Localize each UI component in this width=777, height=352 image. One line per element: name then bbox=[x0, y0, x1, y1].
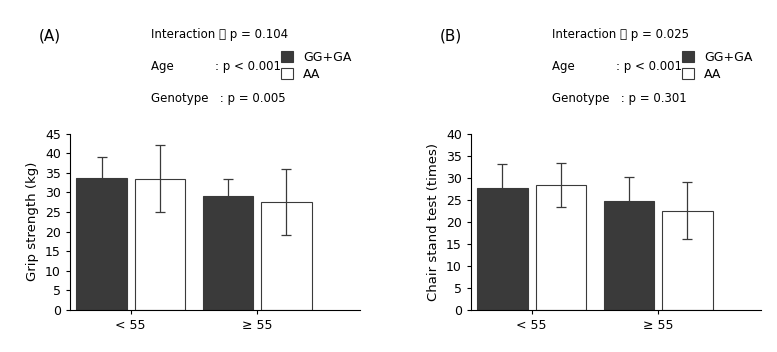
Bar bbox=[535, 185, 586, 310]
Bar bbox=[203, 196, 253, 310]
Bar bbox=[134, 179, 185, 310]
Text: Genotype   : p = 0.301: Genotype : p = 0.301 bbox=[552, 92, 687, 105]
Text: (A): (A) bbox=[39, 28, 61, 43]
Text: (B): (B) bbox=[440, 28, 462, 43]
Text: Age           : p < 0.001: Age : p < 0.001 bbox=[552, 60, 682, 73]
Bar bbox=[604, 201, 654, 310]
Y-axis label: Grip strength (kg): Grip strength (kg) bbox=[26, 162, 40, 282]
Bar bbox=[662, 211, 713, 310]
Bar bbox=[261, 202, 312, 310]
Text: Interaction ： p = 0.104: Interaction ： p = 0.104 bbox=[152, 28, 288, 41]
Y-axis label: Chair stand test (times): Chair stand test (times) bbox=[427, 143, 441, 301]
Legend: GG+GA, AA: GG+GA, AA bbox=[679, 49, 755, 83]
Text: Genotype   : p = 0.005: Genotype : p = 0.005 bbox=[152, 92, 286, 105]
Text: Interaction ： p = 0.025: Interaction ： p = 0.025 bbox=[552, 28, 689, 41]
Bar bbox=[76, 178, 127, 310]
Legend: GG+GA, AA: GG+GA, AA bbox=[278, 49, 354, 83]
Text: Age           : p < 0.001: Age : p < 0.001 bbox=[152, 60, 281, 73]
Bar bbox=[477, 188, 528, 310]
